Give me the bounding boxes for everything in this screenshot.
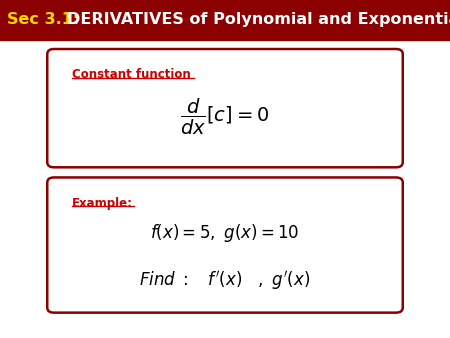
FancyBboxPatch shape xyxy=(0,0,450,40)
FancyBboxPatch shape xyxy=(47,177,403,313)
Text: Constant function: Constant function xyxy=(72,68,191,81)
FancyBboxPatch shape xyxy=(47,49,403,167)
Text: Example:: Example: xyxy=(72,197,133,210)
Text: Sec 3.1:: Sec 3.1: xyxy=(7,13,85,27)
Text: $f(x) = 5,\ g(x) = 10$: $f(x) = 5,\ g(x) = 10$ xyxy=(150,221,300,244)
Text: DERIVATIVES of Polynomial and Exponential: DERIVATIVES of Polynomial and Exponentia… xyxy=(67,13,450,27)
Text: $\mathit{Find}\ : \quad f'(x) \quad ,\ g'(x)$: $\mathit{Find}\ : \quad f'(x) \quad ,\ g… xyxy=(140,269,310,292)
Text: $\dfrac{d}{dx}[c] = 0$: $\dfrac{d}{dx}[c] = 0$ xyxy=(180,97,270,137)
